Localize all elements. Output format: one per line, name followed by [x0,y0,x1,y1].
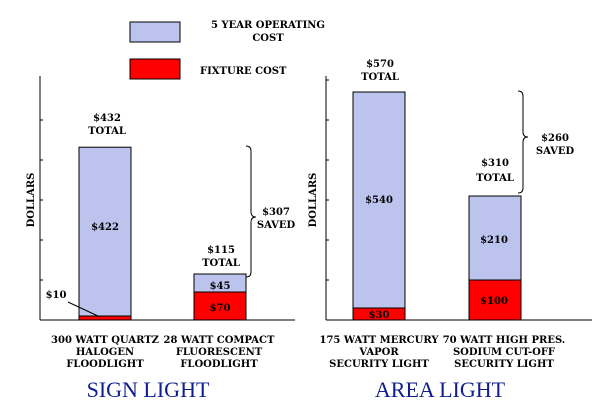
area-light-bar1-fixture-segment [352,307,406,321]
area-light-savings-word: SAVED [536,146,575,157]
area-light-title: AREA LIGHT [375,377,506,400]
legend-operating-swatch [129,21,181,43]
area-light-bar2-operating-segment [468,195,522,281]
sign-light-bar1-total-value: $432 [93,113,121,124]
sign-light-chart: DOLLARS $432 TOTAL $422 $10 $115 TOTAL $… [26,76,295,400]
sign-light-savings-word: SAVED [257,220,296,231]
sign-light-bar1-operating-label: $422 [91,222,119,233]
sign-light-bar2-total-word: TOTAL [202,258,240,269]
area-light-bar1-operating-segment [352,91,406,309]
area-light-cat2-line1: 70 WATT HIGH PRES. [443,335,566,346]
sign-light-bars [78,146,247,321]
area-light-y-ticks [326,79,329,281]
legend: 5 YEAR OPERATING COST FIXTURE COST [129,20,325,80]
area-light-cat1-line1: 175 WATT MERCURY [320,335,440,346]
area-light-cat1-line3: SECURITY LIGHT [329,359,429,370]
legend-fixture-swatch [129,58,181,80]
sign-light-bar1-fixture-segment [78,315,132,321]
area-light-bar2-fixture-segment [468,279,522,321]
area-light-bar1-operating-label: $540 [365,195,393,206]
area-light-bar2-total-value: $310 [481,158,509,169]
sign-light-bar1-fixture-label: $10 [46,290,67,301]
sign-light-bar1-fixture-leader [67,301,101,318]
sign-light-savings-amount: $307 [262,207,290,218]
area-light-bars [352,91,522,321]
sign-light-bar1-total-word: TOTAL [88,126,126,137]
sign-light-cat1-line3: FLOODLIGHT [66,359,144,370]
area-light-bar2-fixture-label: $100 [480,296,508,307]
area-light-cat2-line2: SODIUM CUT-OFF [453,347,555,358]
sign-light-cat2-line3: FLOODLIGHT [180,359,258,370]
sign-light-cat1-line2: HALOGEN [76,347,134,358]
sign-light-y-axis-label: DOLLARS [26,173,37,228]
sign-light-savings-bracket [245,145,257,278]
sign-light-bar2-total-value: $115 [207,245,235,256]
area-light-bar1-total-value: $570 [366,59,394,70]
sign-light-bar2-fixture-label: $70 [210,303,231,314]
area-light-y-axis-label: DOLLARS [308,173,319,228]
area-light-bar1-fixture-label: $30 [369,310,390,321]
area-light-chart: DOLLARS $570 TOTAL $540 $30 $310 TOTAL $… [308,59,592,400]
area-light-bar2-total-word: TOTAL [476,173,514,184]
legend-operating-label-line2: COST [252,33,284,44]
area-light-savings-amount: $260 [541,133,569,144]
sign-light-title: SIGN LIGHT [87,377,210,400]
area-light-cat2-line3: SECURITY LIGHT [454,359,554,370]
legend-fixture-label: FIXTURE COST [200,66,287,77]
area-light-bar1-total-word: TOTAL [361,72,399,83]
sign-light-cat1-line1: 300 WATT QUARTZ [51,335,159,346]
area-light-cat1-line2: VAPOR [358,347,399,358]
sign-light-y-ticks [40,119,43,281]
area-light-savings-bracket [517,90,529,194]
sign-light-cat2-line1: 28 WATT COMPACT [164,335,275,346]
area-light-bar2-operating-label: $210 [480,235,508,246]
sign-light-bar2-fixture-segment [193,291,247,321]
sign-light-bar2-operating-label: $45 [210,281,231,292]
sign-light-cat2-line2: FLUORESCENT [176,347,263,358]
legend-operating-label-line1: 5 YEAR OPERATING [211,20,325,31]
